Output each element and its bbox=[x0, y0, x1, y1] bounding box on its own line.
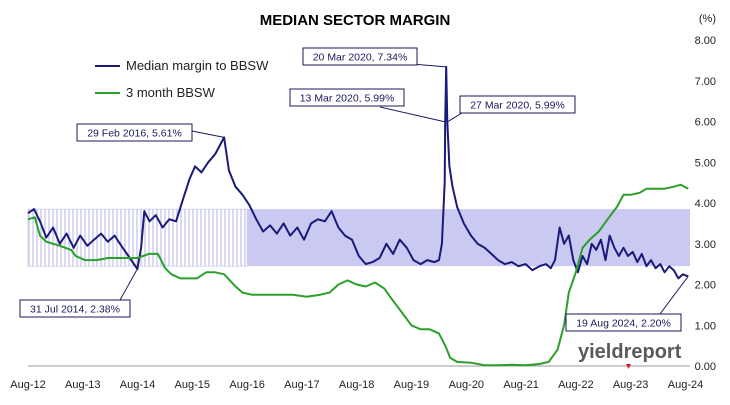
brand-text: yieldreport bbox=[578, 341, 682, 363]
x-tick-label: Aug-22 bbox=[558, 379, 593, 391]
y-tick-label: 5.00 bbox=[695, 157, 716, 169]
y-tick-label: 2.00 bbox=[695, 280, 716, 292]
annotation-box bbox=[459, 95, 576, 114]
range-band bbox=[27, 208, 690, 267]
x-tick-label: Aug-14 bbox=[120, 379, 155, 391]
annotation-label: 13 Mar 2020, 5.99% bbox=[300, 93, 395, 105]
x-tick-label: Aug-24 bbox=[668, 379, 703, 391]
annotation-box bbox=[565, 313, 682, 332]
series-line-bbsw bbox=[27, 183, 689, 367]
series-line-median-margin bbox=[27, 65, 689, 280]
y-tick-label: 4.00 bbox=[695, 198, 716, 210]
annotation-label: 19 Aug 2024, 2.20% bbox=[576, 318, 671, 330]
x-tick-label: Aug-21 bbox=[503, 379, 538, 391]
brand-accent bbox=[626, 364, 631, 369]
annotation-box bbox=[302, 47, 418, 66]
annotation-leader bbox=[379, 106, 446, 123]
annotation-leader bbox=[119, 268, 138, 301]
y-tick-label: 0.00 bbox=[695, 361, 716, 373]
series-lines bbox=[27, 65, 689, 367]
x-tick-label: Aug-17 bbox=[284, 379, 319, 391]
y-tick-label: 8.00 bbox=[695, 35, 716, 47]
y-tick-label: 7.00 bbox=[695, 76, 716, 88]
chart-title: MEDIAN SECTOR MARGIN bbox=[260, 12, 451, 29]
annotation-label: 20 Mar 2020, 7.34% bbox=[313, 52, 408, 64]
x-tick-label: Aug-12 bbox=[10, 379, 45, 391]
annotation-leader bbox=[659, 276, 689, 315]
annotation-box bbox=[76, 123, 193, 142]
legend-label: Median margin to BBSW bbox=[126, 58, 269, 73]
x-tick-label: Aug-16 bbox=[229, 379, 264, 391]
x-tick-label: Aug-20 bbox=[449, 379, 484, 391]
range-band-solid bbox=[247, 209, 690, 267]
x-tick-label: Aug-23 bbox=[613, 379, 648, 391]
annotations: 31 Jul 2014, 2.38% 29 Feb 2016, 5.61% 13 M… bbox=[19, 47, 689, 332]
annotation-leader bbox=[186, 129, 225, 138]
x-tick-label: Aug-18 bbox=[339, 379, 374, 391]
axes: 0.00 1.00 2.00 3.00 4.00 5.00 6.00 7.00 8.00 Aug-… bbox=[10, 35, 716, 391]
annotation-box bbox=[19, 299, 131, 318]
y-unit-label: (%) bbox=[699, 13, 716, 25]
annotation-label: 31 Jul 2014, 2.38% bbox=[30, 304, 120, 316]
legend-label: 3 month BBSW bbox=[126, 85, 216, 100]
y-tick-label: 1.00 bbox=[695, 320, 716, 332]
brand-logo: yieldreport bbox=[578, 341, 682, 369]
y-tick-label: 6.00 bbox=[695, 117, 716, 129]
annotation-label: 27 Mar 2020, 5.99% bbox=[470, 100, 565, 112]
annotation-label: 29 Feb 2016, 5.61% bbox=[87, 128, 182, 140]
x-tick-label: Aug-13 bbox=[65, 379, 100, 391]
legend: Median margin to BBSW 3 month BBSW bbox=[95, 58, 269, 100]
y-tick-label: 3.00 bbox=[695, 239, 716, 251]
x-tick-label: Aug-19 bbox=[394, 379, 429, 391]
annotation-box bbox=[289, 88, 405, 107]
x-tick-label: Aug-15 bbox=[175, 379, 210, 391]
